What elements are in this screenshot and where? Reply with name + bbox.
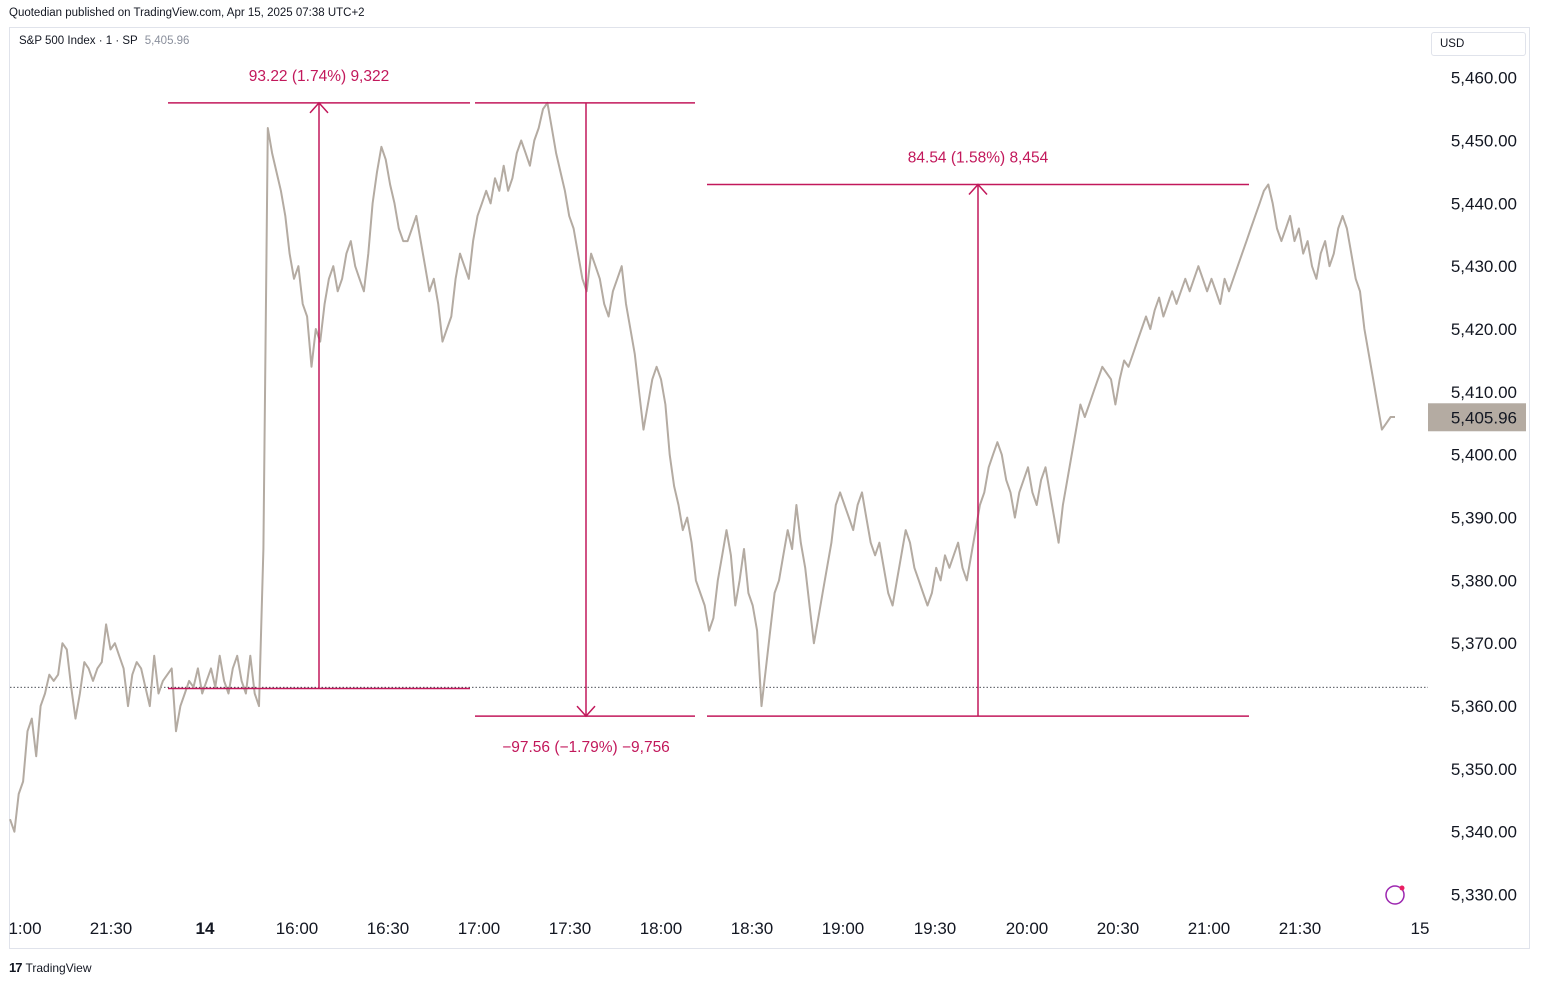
x-tick-label: 21:00: [1188, 919, 1231, 938]
chart-frame: [9, 27, 1530, 949]
y-tick-label: 5,390.00: [1451, 509, 1517, 528]
x-tick-label: 19:30: [914, 919, 957, 938]
y-tick-label: 5,350.00: [1451, 760, 1517, 779]
measure-arrow-icon: [576, 705, 596, 718]
y-tick-label: 5,360.00: [1451, 697, 1517, 716]
y-tick-label: 5,340.00: [1451, 823, 1517, 842]
y-tick-label: 5,460.00: [1451, 69, 1517, 88]
footer-brand: TradingView: [25, 960, 92, 975]
x-tick-label: 18:30: [731, 919, 774, 938]
x-tick-label: 20:30: [1097, 919, 1140, 938]
published-caption: Quotedian published on TradingView.com, …: [9, 7, 365, 19]
x-tick-label: 17:30: [549, 919, 592, 938]
x-tick-label: 18:00: [640, 919, 683, 938]
x-tick-label: 17:00: [458, 919, 501, 938]
x-tick-label: 1:00: [8, 919, 41, 938]
x-tick-label: 14: [196, 919, 215, 938]
measure-label: −97.56 (−1.79%) −9,756: [502, 739, 670, 756]
y-tick-label: 5,440.00: [1451, 194, 1517, 213]
price-line: [9, 101, 1395, 833]
legend-value: 5,405.96: [144, 35, 190, 47]
y-tick-label: 5,430.00: [1451, 257, 1517, 276]
y-tick-label: 5,410.00: [1451, 383, 1517, 402]
y-tick-label: 5,400.00: [1451, 446, 1517, 465]
y-tick-label: 5,330.00: [1451, 886, 1517, 905]
currency-selector[interactable]: USD: [1431, 32, 1526, 56]
y-tick-label: 5,420.00: [1451, 320, 1517, 339]
y-tick-label: 5,370.00: [1451, 634, 1517, 653]
measure-label: 93.22 (1.74%) 9,322: [249, 68, 389, 85]
x-tick-label: 16:30: [367, 919, 410, 938]
measure-arrow-icon: [968, 183, 988, 196]
y-tick-label: 5,450.00: [1451, 132, 1517, 151]
measure-label: 84.54 (1.58%) 8,454: [908, 150, 1049, 167]
x-tick-label: 21:30: [1279, 919, 1322, 938]
tradingview-logo-icon: 17: [9, 960, 23, 975]
lightning-icon: [1385, 885, 1405, 905]
notification-dot-icon: [1399, 885, 1405, 891]
x-tick-label: 15: [1411, 919, 1430, 938]
footer: 17 TradingView: [9, 960, 92, 975]
symbol-label: S&P 500 Index · 1 · SP: [19, 35, 138, 47]
x-tick-label: 21:30: [90, 919, 133, 938]
x-tick-label: 20:00: [1006, 919, 1049, 938]
x-tick-label: 16:00: [276, 919, 319, 938]
y-tick-label: 5,380.00: [1451, 571, 1517, 590]
measure-arrow-icon: [309, 101, 329, 114]
last-price-badge: [1428, 403, 1526, 432]
chart-legend: S&P 500 Index · 1 · SP 5,405.96: [19, 35, 189, 47]
x-tick-label: 19:00: [822, 919, 865, 938]
last-price-label: 5,405.96: [1451, 408, 1517, 427]
